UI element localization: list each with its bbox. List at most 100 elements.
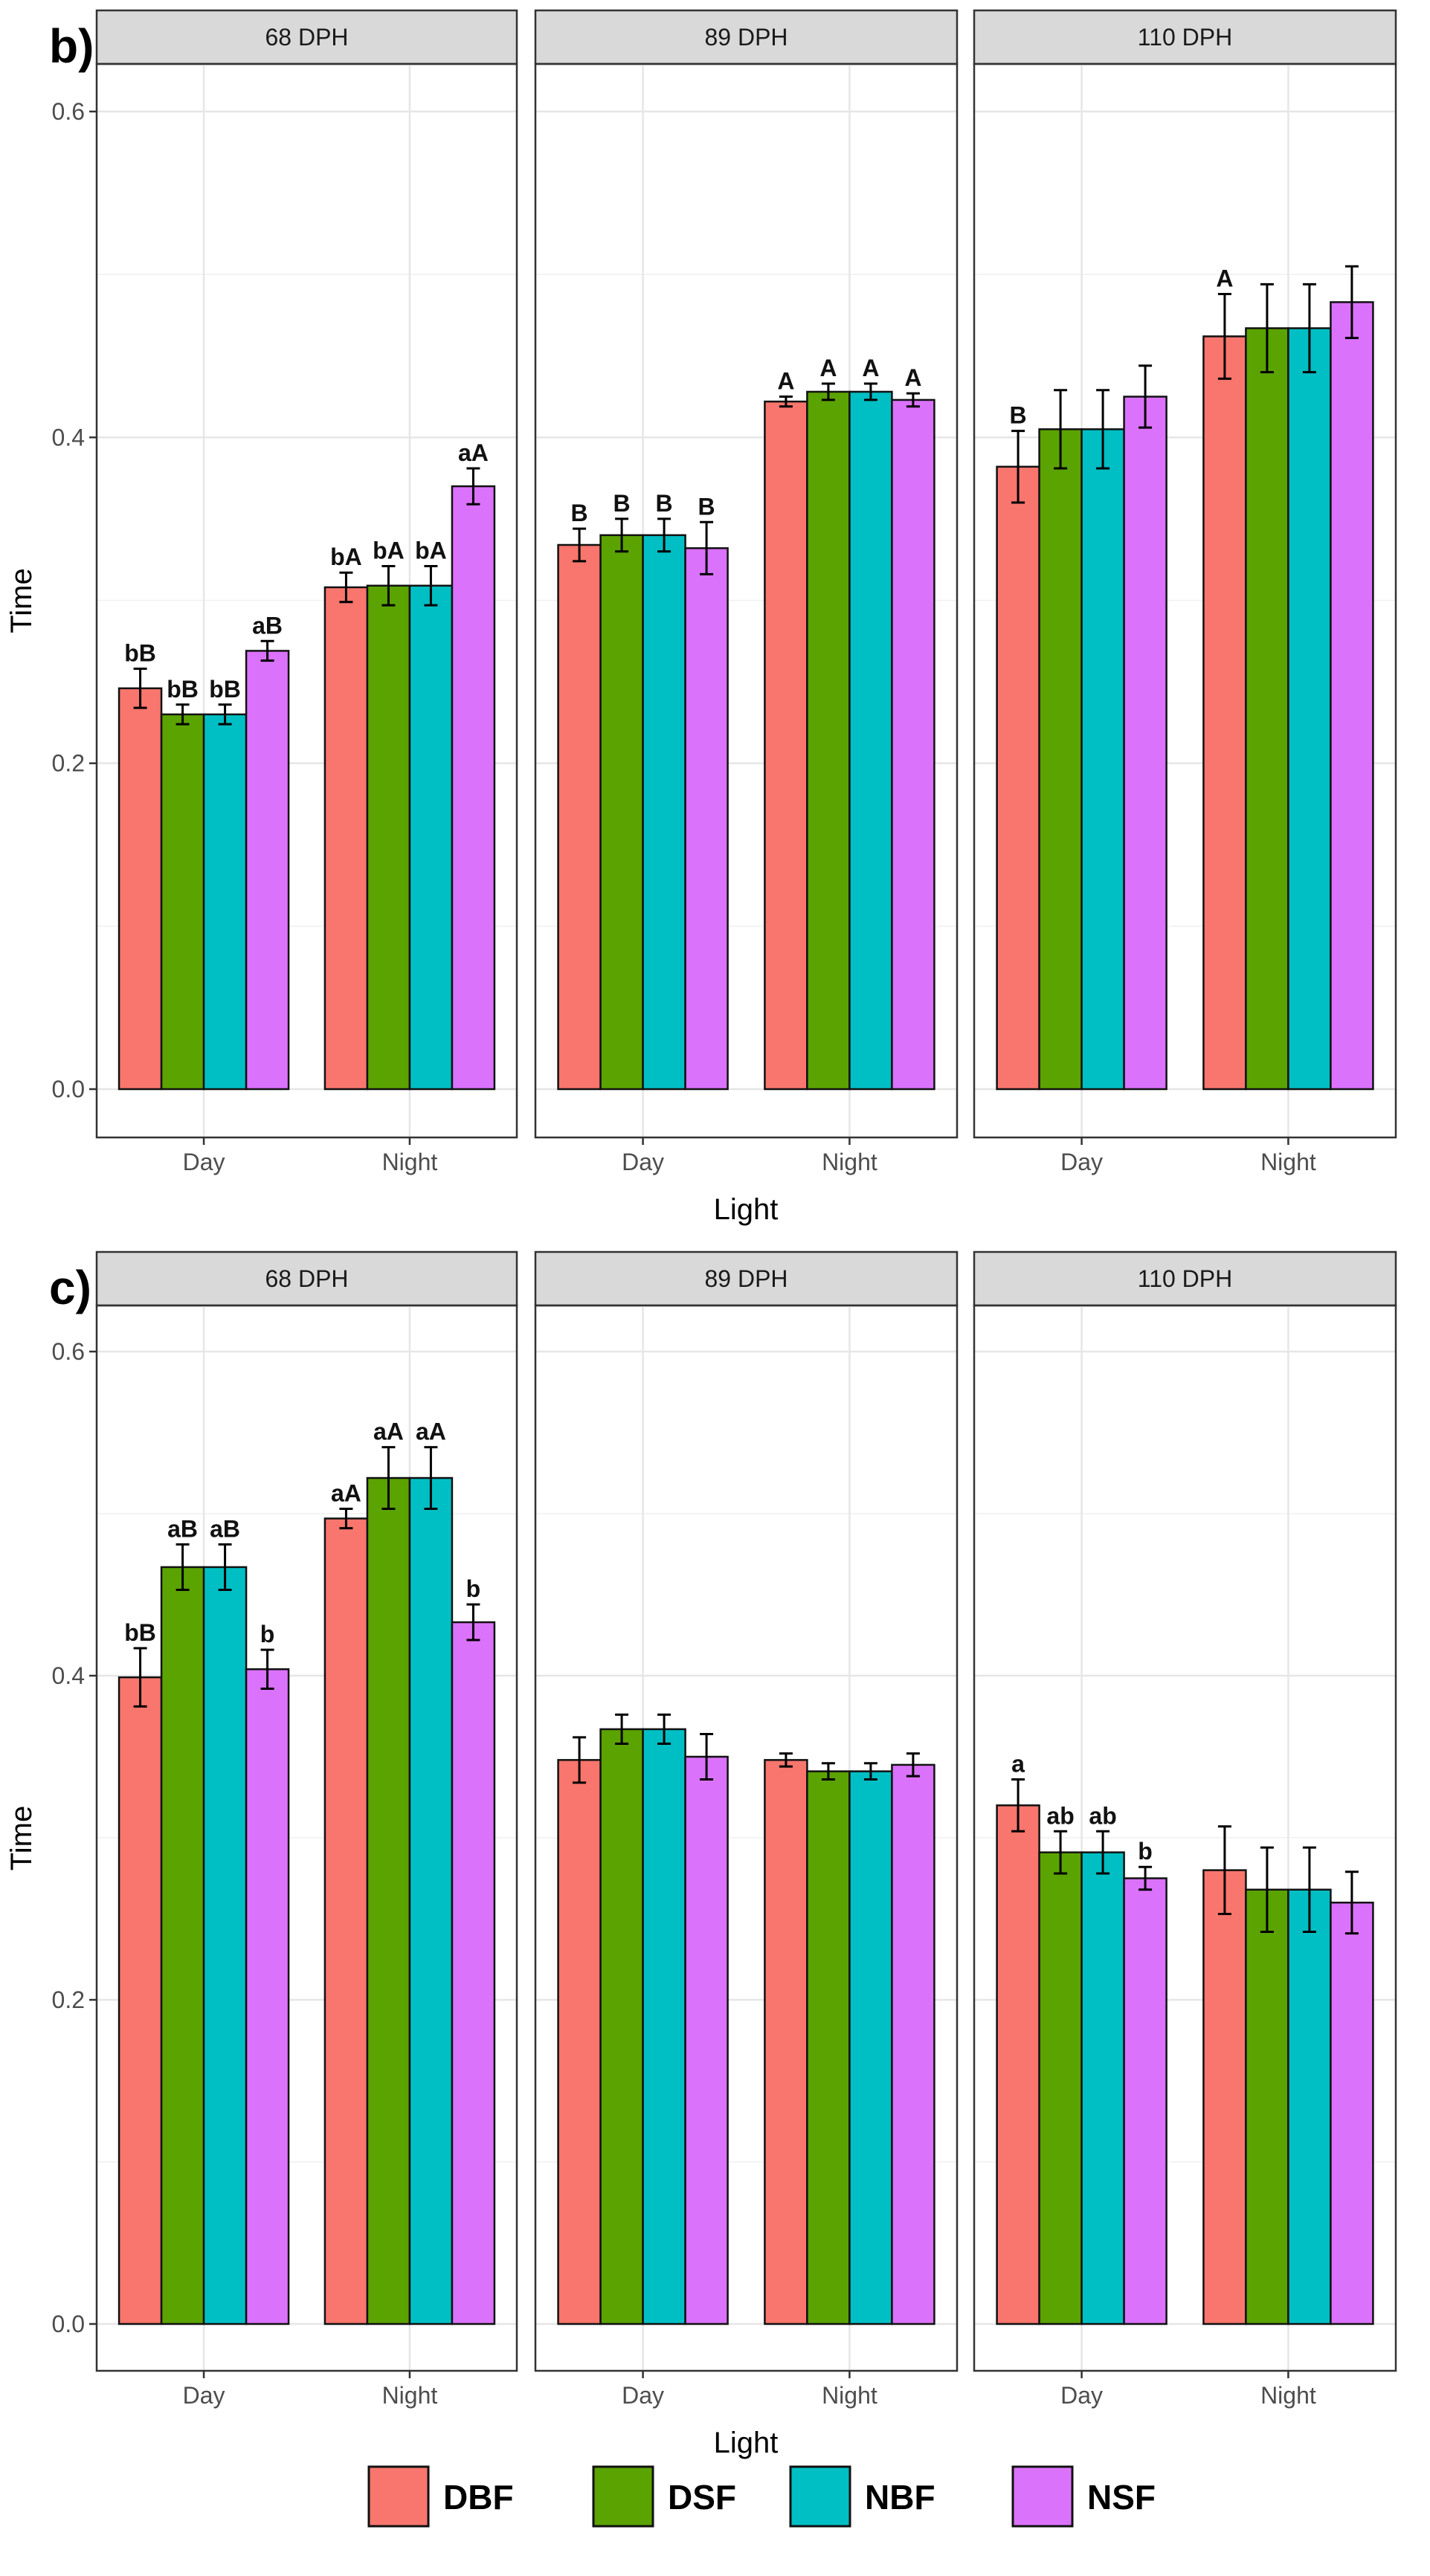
bar: [323, 586, 369, 1091]
bar: [684, 547, 729, 1091]
significance-label: B: [571, 500, 588, 526]
bar: [160, 1566, 205, 2325]
facet-panel-border: [95, 1304, 518, 2372]
bar: [599, 534, 644, 1091]
bar: [245, 650, 290, 1091]
facet-strip-label: 110 DPH: [1138, 24, 1232, 51]
significance-label: A: [1216, 265, 1233, 291]
significance-label: aA: [331, 1479, 361, 1506]
bar: [1287, 327, 1332, 1091]
significance-label: bA: [415, 537, 447, 564]
significance-label: B: [656, 490, 673, 517]
x-tick-label: Night: [382, 2382, 438, 2409]
legend-swatch: [789, 2465, 851, 2528]
x-tick-label: Night: [1260, 1149, 1316, 1175]
significance-label: aB: [167, 1515, 198, 1542]
x-tick-label: Night: [1260, 2382, 1316, 2409]
facet-strip-label: 110 DPH: [1138, 1265, 1232, 1292]
bar: [451, 485, 496, 1091]
x-tick-label: Night: [382, 1149, 438, 1175]
bar: [599, 1728, 644, 2325]
facet-strip-label: 89 DPH: [704, 1265, 788, 1292]
bar: [1245, 327, 1289, 1091]
bar: [764, 1759, 808, 2325]
y-tick-label: 0.2: [52, 750, 85, 777]
panel-tag: b): [49, 19, 94, 73]
facet-strip-label: 89 DPH: [704, 24, 788, 51]
significance-label: bB: [167, 676, 199, 703]
y-axis-title: Time: [5, 1806, 38, 1870]
significance-label: b: [466, 1575, 481, 1602]
y-tick-label: 0.0: [52, 2311, 85, 2337]
x-tick-label: Night: [822, 1149, 877, 1175]
significance-label: bB: [124, 640, 156, 667]
bar: [1080, 428, 1125, 1091]
bar: [1080, 1851, 1125, 2325]
legend-swatch: [367, 2465, 430, 2528]
y-tick-label: 0.4: [52, 1662, 85, 1689]
bar: [1123, 396, 1167, 1091]
bar: [1330, 301, 1374, 1091]
bar: [848, 390, 893, 1091]
y-tick-label: 0.2: [52, 1986, 85, 2013]
bar: [1202, 1869, 1247, 2325]
x-tick-label: Day: [622, 2382, 664, 2409]
facet-strip-label: 68 DPH: [265, 24, 348, 51]
bar: [117, 1676, 163, 2325]
bar: [408, 584, 454, 1091]
bar: [806, 390, 851, 1091]
significance-label: aB: [252, 612, 283, 639]
significance-label: b: [1138, 1838, 1153, 1865]
significance-label: bB: [124, 1619, 156, 1646]
significance-label: b: [260, 1621, 275, 1647]
bar: [891, 398, 935, 1091]
bar: [891, 1763, 935, 2325]
bar: [408, 1476, 454, 2325]
bar: [323, 1517, 369, 2325]
x-axis-title: Light: [714, 1193, 779, 1226]
legend-entry-label: DBF: [443, 2478, 514, 2517]
significance-label: A: [862, 355, 879, 381]
y-tick-label: 0.4: [52, 424, 85, 451]
bar: [366, 584, 411, 1091]
significance-label: bA: [330, 543, 362, 570]
x-tick-label: Day: [1060, 1149, 1103, 1175]
legend-swatch: [592, 2465, 654, 2528]
bar: [764, 400, 808, 1091]
legend-entry-label: NSF: [1087, 2478, 1156, 2517]
y-axis-title: Time: [5, 568, 38, 633]
significance-label: A: [777, 368, 794, 395]
significance-label: ab: [1089, 1802, 1116, 1829]
bar: [1202, 335, 1247, 1091]
significance-label: bA: [373, 537, 405, 564]
y-tick-label: 0.6: [52, 1338, 85, 1365]
bar: [1038, 428, 1083, 1091]
significance-label: B: [698, 493, 715, 520]
facet-panel-border: [973, 1304, 1397, 2372]
bar: [451, 1621, 496, 2325]
bar: [557, 543, 602, 1091]
significance-label: bB: [209, 676, 241, 703]
x-tick-label: Day: [183, 1149, 225, 1175]
x-tick-label: Day: [622, 1149, 664, 1175]
facet-panel-border: [534, 62, 959, 1139]
bar: [996, 465, 1040, 1091]
bar: [642, 534, 686, 1091]
significance-label: B: [613, 490, 631, 517]
x-tick-label: Day: [1060, 2382, 1103, 2409]
significance-label: A: [819, 355, 837, 381]
significance-label: B: [1010, 402, 1027, 429]
significance-label: aA: [458, 439, 489, 466]
bar: [684, 1755, 729, 2325]
significance-label: aA: [373, 1418, 404, 1445]
facet-strip: [973, 1250, 1397, 1307]
facet-strip: [973, 9, 1397, 65]
facet-strip: [95, 9, 518, 65]
x-tick-label: Day: [183, 2382, 225, 2409]
legend-entry-label: DSF: [668, 2478, 736, 2517]
bar: [848, 1770, 893, 2325]
panel-tag: c): [49, 1261, 91, 1314]
bar: [642, 1728, 686, 2325]
facet-strip-label: 68 DPH: [265, 1265, 348, 1292]
